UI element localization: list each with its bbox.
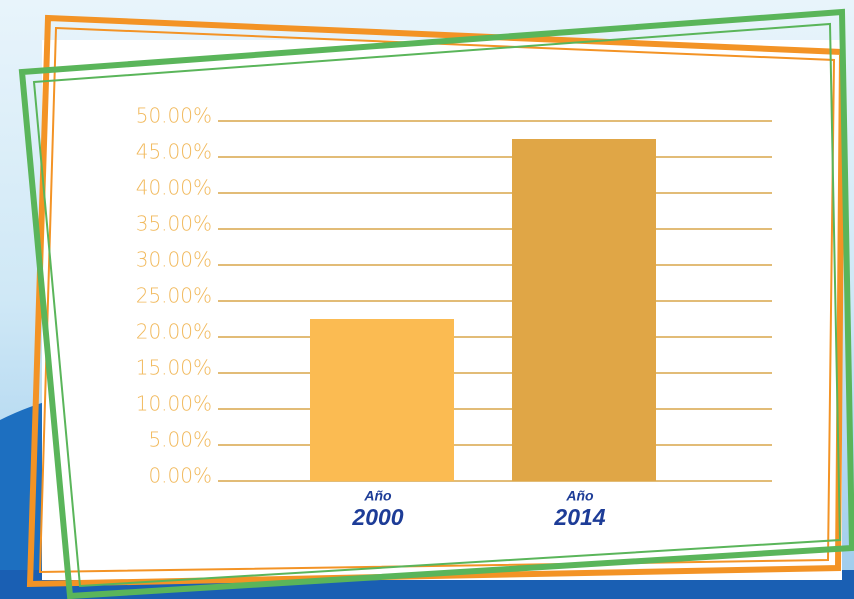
y-tick-label: 10.00%	[136, 392, 212, 416]
y-tick-label: 20.00%	[136, 320, 212, 344]
y-tick-label: 25.00%	[136, 284, 212, 308]
y-tick-label: 0.00%	[148, 464, 212, 488]
x-tick-prefix: Año	[363, 488, 392, 504]
bar	[310, 319, 454, 481]
chart: 0.00% 5.00% 10.00% 15.00% 20.00% 25.00% 30.00%…	[0, 0, 854, 599]
y-tick-label: 40.00%	[136, 176, 212, 200]
y-tick-label: 15.00%	[136, 356, 212, 380]
y-tick-label: 5.00%	[148, 428, 212, 452]
y-tick-label: 30.00%	[136, 248, 212, 272]
y-tick-label: 35.00%	[136, 212, 212, 236]
page: {"chart_data": {"type": "bar", "categori…	[0, 0, 854, 599]
bar	[512, 139, 656, 481]
y-tick-label: 50.00%	[136, 104, 212, 128]
x-tick-label: 2000	[351, 504, 403, 530]
x-tick-prefix: Año	[565, 488, 594, 504]
x-tick-label: 2014	[553, 504, 605, 530]
y-tick-label: 45.00%	[136, 140, 212, 164]
